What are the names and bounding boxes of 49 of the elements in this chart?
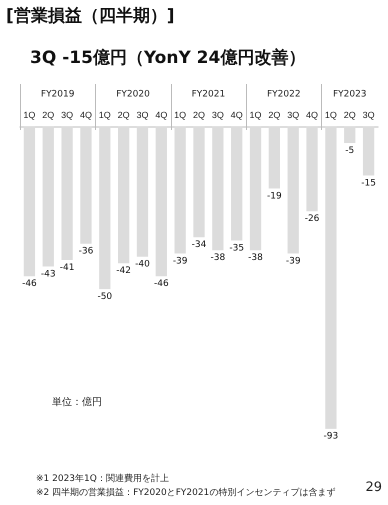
data-label: -38 xyxy=(210,253,226,264)
x-tick-label: 2Q xyxy=(344,110,356,120)
chart-title: [営業損益（四半期）] xyxy=(6,5,175,27)
x-tick-label: 2Q xyxy=(42,110,54,120)
x-tick-label: 1Q xyxy=(23,110,36,120)
text: 29 xyxy=(365,480,382,495)
data-label: -40 xyxy=(135,260,150,270)
data-label: -46 xyxy=(22,279,38,290)
x-tick-label: 3Q xyxy=(287,110,300,120)
x-tick-label: 4Q xyxy=(230,110,243,120)
text: ※2 四半期の営業損益：FY2020とFY2021の特別インセンティブは含まず xyxy=(36,486,336,499)
data-label: -43 xyxy=(40,269,56,280)
data-label: -46 xyxy=(154,279,169,290)
data-label: -34 xyxy=(192,240,207,250)
data-label: -93 xyxy=(324,432,338,442)
data-label: -39 xyxy=(286,256,301,266)
data-label: -50 xyxy=(97,292,112,302)
x-tick-label: 1Q xyxy=(324,110,337,120)
x-tick-label: 4Q xyxy=(306,110,318,120)
text: FY2020 xyxy=(116,89,150,100)
data-label: -35 xyxy=(229,243,244,254)
chart-subtitle: 3Q -15億円（YonY 24億円改善） xyxy=(30,47,306,69)
text: FY2019 xyxy=(40,89,75,100)
x-tick-label: 2Q xyxy=(192,110,206,120)
x-tick-label: 4Q xyxy=(155,110,168,120)
x-tick-label: 3Q xyxy=(212,110,224,120)
x-tick-label: 1Q xyxy=(250,110,262,120)
x-tick-label: 3Q xyxy=(61,110,74,120)
text: ※1 2023年1Q：関連費用を計上 xyxy=(36,472,169,485)
data-label: -38 xyxy=(248,253,264,264)
x-tick-label: 4Q xyxy=(80,110,92,120)
x-tick-label: 3Q xyxy=(362,110,375,120)
data-label: -39 xyxy=(172,256,188,266)
text: FY2022 xyxy=(266,89,301,100)
text: FY2021 xyxy=(192,89,226,100)
text: FY2023 xyxy=(332,89,367,100)
data-label: -26 xyxy=(304,214,320,224)
data-label: -15 xyxy=(361,178,376,188)
data-label: -41 xyxy=(60,262,74,273)
data-label: -19 xyxy=(267,191,282,202)
annotation: 単位：億円 xyxy=(52,396,102,409)
x-tick-label: 2Q xyxy=(268,110,280,120)
x-tick-label: 2Q xyxy=(118,110,130,120)
data-label: -36 xyxy=(78,246,94,257)
x-tick-label: 3Q xyxy=(136,110,148,120)
data-label: -5 xyxy=(345,146,354,156)
data-label: -42 xyxy=(116,266,131,276)
x-tick-label: 1Q xyxy=(98,110,111,120)
x-tick-label: 1Q xyxy=(174,110,186,120)
